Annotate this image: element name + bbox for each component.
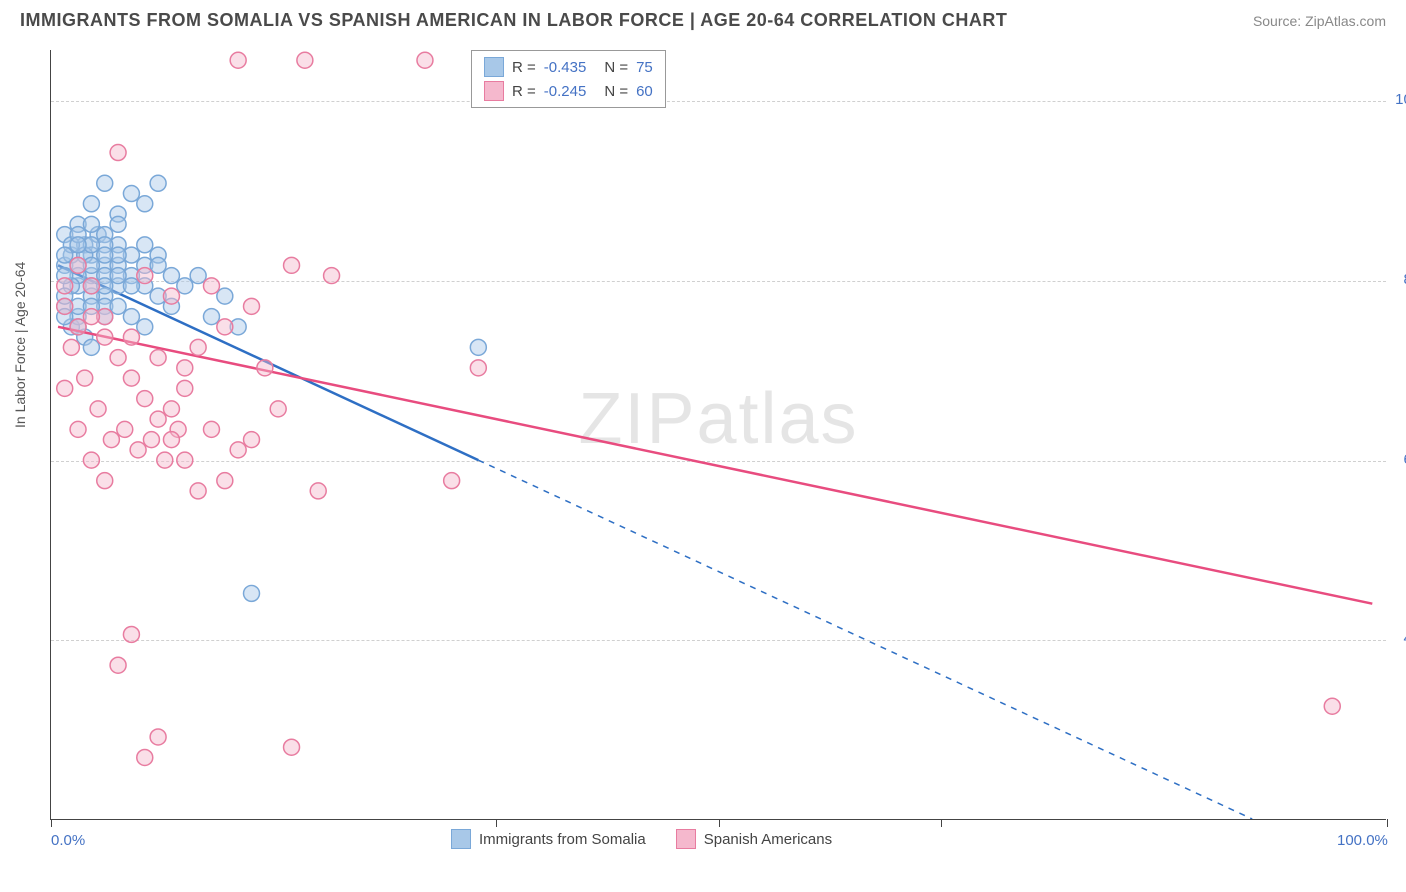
- legend-row-series-1: R = -0.435 N = 75: [484, 55, 653, 79]
- series-legend: Immigrants from Somalia Spanish American…: [451, 829, 832, 849]
- scatter-plot-svg: [51, 50, 1386, 819]
- n-label-2: N =: [604, 83, 628, 100]
- xtick: [496, 819, 497, 827]
- xtick: [51, 819, 52, 827]
- xtick: [719, 819, 720, 827]
- xtick: [1387, 819, 1388, 827]
- r-value-1: -0.435: [544, 59, 587, 76]
- chart-title: IMMIGRANTS FROM SOMALIA VS SPANISH AMERI…: [20, 10, 1007, 31]
- r-label-2: R =: [512, 83, 536, 100]
- xtick-label: 0.0%: [51, 832, 85, 849]
- legend-swatch-2: [676, 829, 696, 849]
- legend-label-1: Immigrants from Somalia: [479, 831, 646, 848]
- legend-item-2: Spanish Americans: [676, 829, 832, 849]
- correlation-legend: R = -0.435 N = 75 R = -0.245 N = 60: [471, 50, 666, 108]
- swatch-series-2: [484, 81, 504, 101]
- r-label-1: R =: [512, 59, 536, 76]
- source-label: Source: ZipAtlas.com: [1253, 13, 1386, 29]
- n-label-1: N =: [604, 59, 628, 76]
- legend-swatch-1: [451, 829, 471, 849]
- r-value-2: -0.245: [544, 83, 587, 100]
- swatch-series-1: [484, 57, 504, 77]
- ytick-label: 100.0%: [1395, 91, 1406, 108]
- legend-row-series-2: R = -0.245 N = 60: [484, 79, 653, 103]
- n-value-2: 60: [636, 83, 653, 100]
- n-value-1: 75: [636, 59, 653, 76]
- xtick-label: 100.0%: [1337, 832, 1388, 849]
- legend-label-2: Spanish Americans: [704, 831, 832, 848]
- legend-item-1: Immigrants from Somalia: [451, 829, 646, 849]
- y-axis-label: In Labor Force | Age 20-64: [12, 262, 28, 428]
- chart-plot-area: ZIPatlas R = -0.435 N = 75 R = -0.245 N …: [50, 50, 1386, 820]
- xtick: [941, 819, 942, 827]
